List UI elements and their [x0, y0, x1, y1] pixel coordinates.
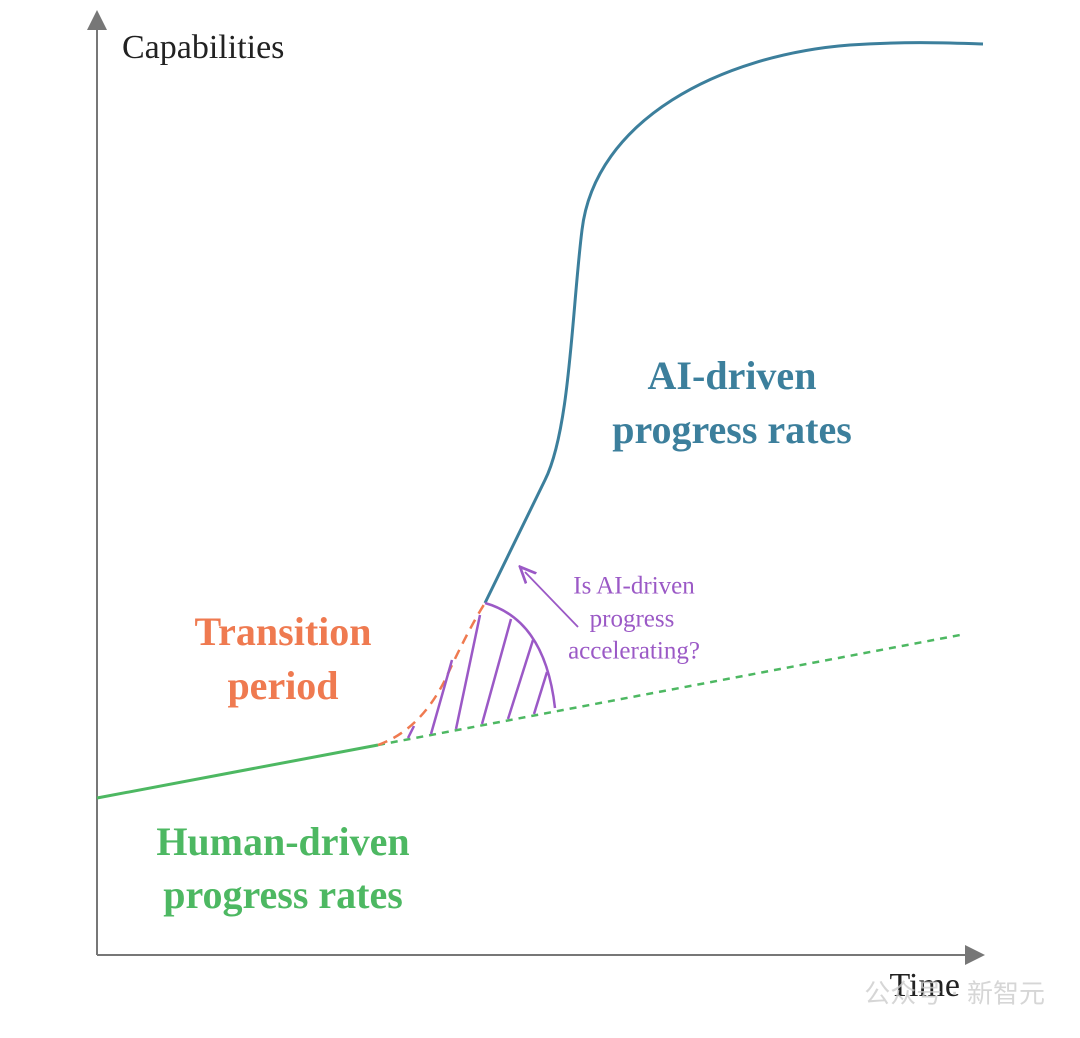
ai-label: AI-driven progress rates: [612, 353, 852, 452]
question-label: Is AI-driven progress accelerating?: [568, 573, 700, 665]
transition-label: Transition period: [194, 609, 371, 708]
hatch: [429, 659, 454, 735]
arc: [484, 601, 557, 709]
human-label: Human-driven progress rates: [156, 819, 409, 917]
label-line: progress: [590, 606, 675, 633]
hatch: [480, 618, 513, 725]
label-line: progress rates: [612, 407, 852, 452]
transition-line: [377, 602, 487, 747]
hatch: [532, 671, 549, 715]
label-line: Human-driven: [156, 819, 409, 864]
label-line: accelerating?: [568, 638, 700, 665]
hatch: [406, 725, 416, 739]
watermark: 公众号 · 新智元: [864, 980, 1045, 1010]
uncertainty-region: [406, 601, 557, 739]
y-axis-label: Capabilities: [122, 29, 284, 66]
label-line: progress rates: [163, 872, 403, 917]
human-line: [96, 743, 379, 800]
question-arrow: [525, 572, 579, 628]
hatch: [454, 614, 482, 730]
x-axis-label: Time: [889, 967, 960, 1004]
hatch: [506, 639, 535, 720]
label-line: Transition: [194, 609, 371, 654]
axes: [87, 10, 985, 965]
ai-curve: [483, 41, 984, 604]
label-line: Is AI-driven: [573, 573, 695, 600]
label-line: period: [227, 663, 338, 708]
label-line: AI-driven: [648, 353, 817, 398]
